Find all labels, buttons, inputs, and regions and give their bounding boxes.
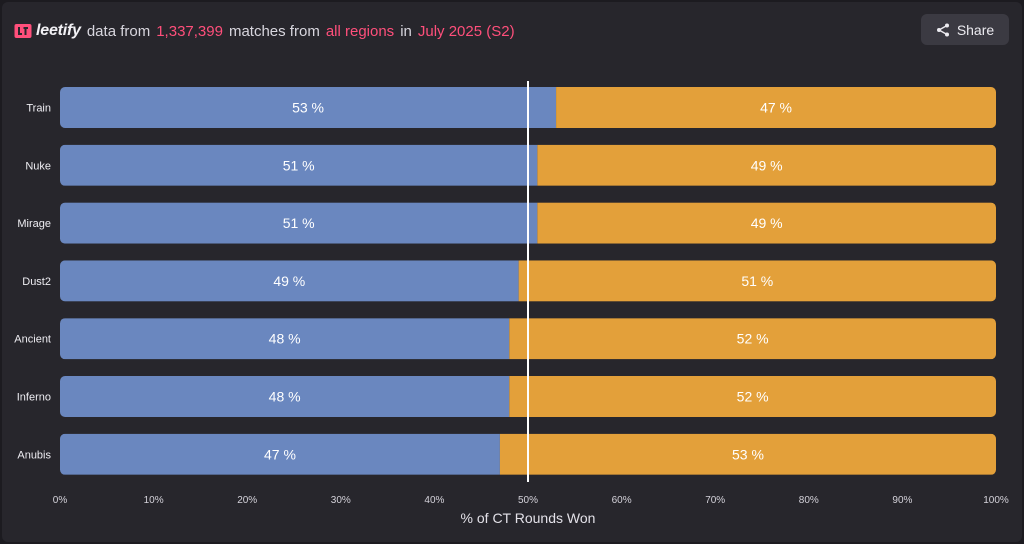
header-text-2: matches from: [228, 22, 320, 40]
region-filter[interactable]: all regions: [325, 22, 395, 40]
category-label-mirage: Mirage: [17, 218, 51, 230]
bar-ct-dust2: [60, 260, 519, 302]
data-label-t-dust2: 51 %: [741, 273, 773, 289]
data-label-ct-ancient: 48 %: [269, 331, 301, 347]
header: leetify data from 1,337,399 matches from…: [14, 19, 515, 43]
period-filter[interactable]: July 2025 (S2): [417, 22, 515, 40]
data-label-ct-train: 53 %: [292, 100, 324, 116]
header-text-1: data from: [86, 22, 151, 40]
x-tick-label-0: 0%: [53, 495, 68, 506]
bar-t-nuke: [537, 144, 996, 186]
bar-ct-ancient: [60, 318, 510, 360]
x-tick-label-100: 100%: [983, 495, 1009, 506]
data-label-t-mirage: 49 %: [751, 215, 783, 231]
share-icon: [936, 23, 949, 36]
x-tick-label-40: 40%: [424, 495, 444, 506]
data-label-ct-anubis: 47 %: [264, 446, 296, 462]
data-label-ct-mirage: 51 %: [283, 215, 315, 231]
bar-ct-mirage: [60, 202, 538, 244]
data-label-t-anubis: 53 %: [732, 446, 764, 462]
x-tick-label-90: 90%: [892, 495, 912, 506]
bar-t-anubis: [499, 433, 996, 475]
leetify-logo-icon: [14, 24, 32, 38]
leetify-logo[interactable]: leetify: [14, 22, 81, 40]
x-tick-label-80: 80%: [799, 495, 819, 506]
category-label-dust2: Dust2: [22, 276, 51, 288]
data-label-t-train: 47 %: [760, 100, 792, 116]
x-tick-label-50: 50%: [518, 495, 538, 506]
x-tick-label-60: 60%: [612, 495, 632, 506]
data-label-ct-dust2: 49 %: [273, 273, 305, 289]
bar-t-inferno: [509, 376, 996, 417]
data-label-t-nuke: 49 %: [751, 157, 783, 173]
brand-name: leetify: [36, 22, 81, 39]
share-label: Share: [956, 21, 995, 38]
category-label-nuke: Nuke: [25, 160, 51, 172]
data-label-t-ancient: 52 %: [737, 331, 769, 347]
bar-t-mirage: [537, 202, 996, 244]
header-text-3: in: [400, 22, 412, 40]
category-label-train: Train: [26, 103, 51, 115]
bar-t-train: [556, 87, 996, 128]
category-label-inferno: Inferno: [17, 392, 51, 404]
data-label-t-inferno: 52 %: [737, 389, 769, 405]
bar-ct-inferno: [60, 376, 510, 417]
x-tick-label-70: 70%: [705, 495, 725, 506]
x-tick-label-10: 10%: [144, 495, 164, 506]
category-label-ancient: Ancient: [14, 334, 51, 346]
share-button[interactable]: Share: [921, 14, 1009, 45]
bar-ct-anubis: [60, 433, 500, 475]
x-axis-title: % of CT Rounds Won: [461, 510, 596, 526]
bar-t-dust2: [518, 260, 996, 302]
x-tick-label-30: 30%: [331, 495, 351, 506]
match-count: 1,337,399: [156, 22, 223, 40]
data-label-ct-inferno: 48 %: [269, 389, 301, 405]
category-label-anubis: Anubis: [17, 449, 51, 461]
data-label-ct-nuke: 51 %: [283, 157, 315, 173]
bar-ct-nuke: [60, 144, 538, 186]
x-tick-label-20: 20%: [237, 495, 257, 506]
bar-t-ancient: [509, 318, 996, 360]
bar-ct-train: [60, 87, 557, 128]
